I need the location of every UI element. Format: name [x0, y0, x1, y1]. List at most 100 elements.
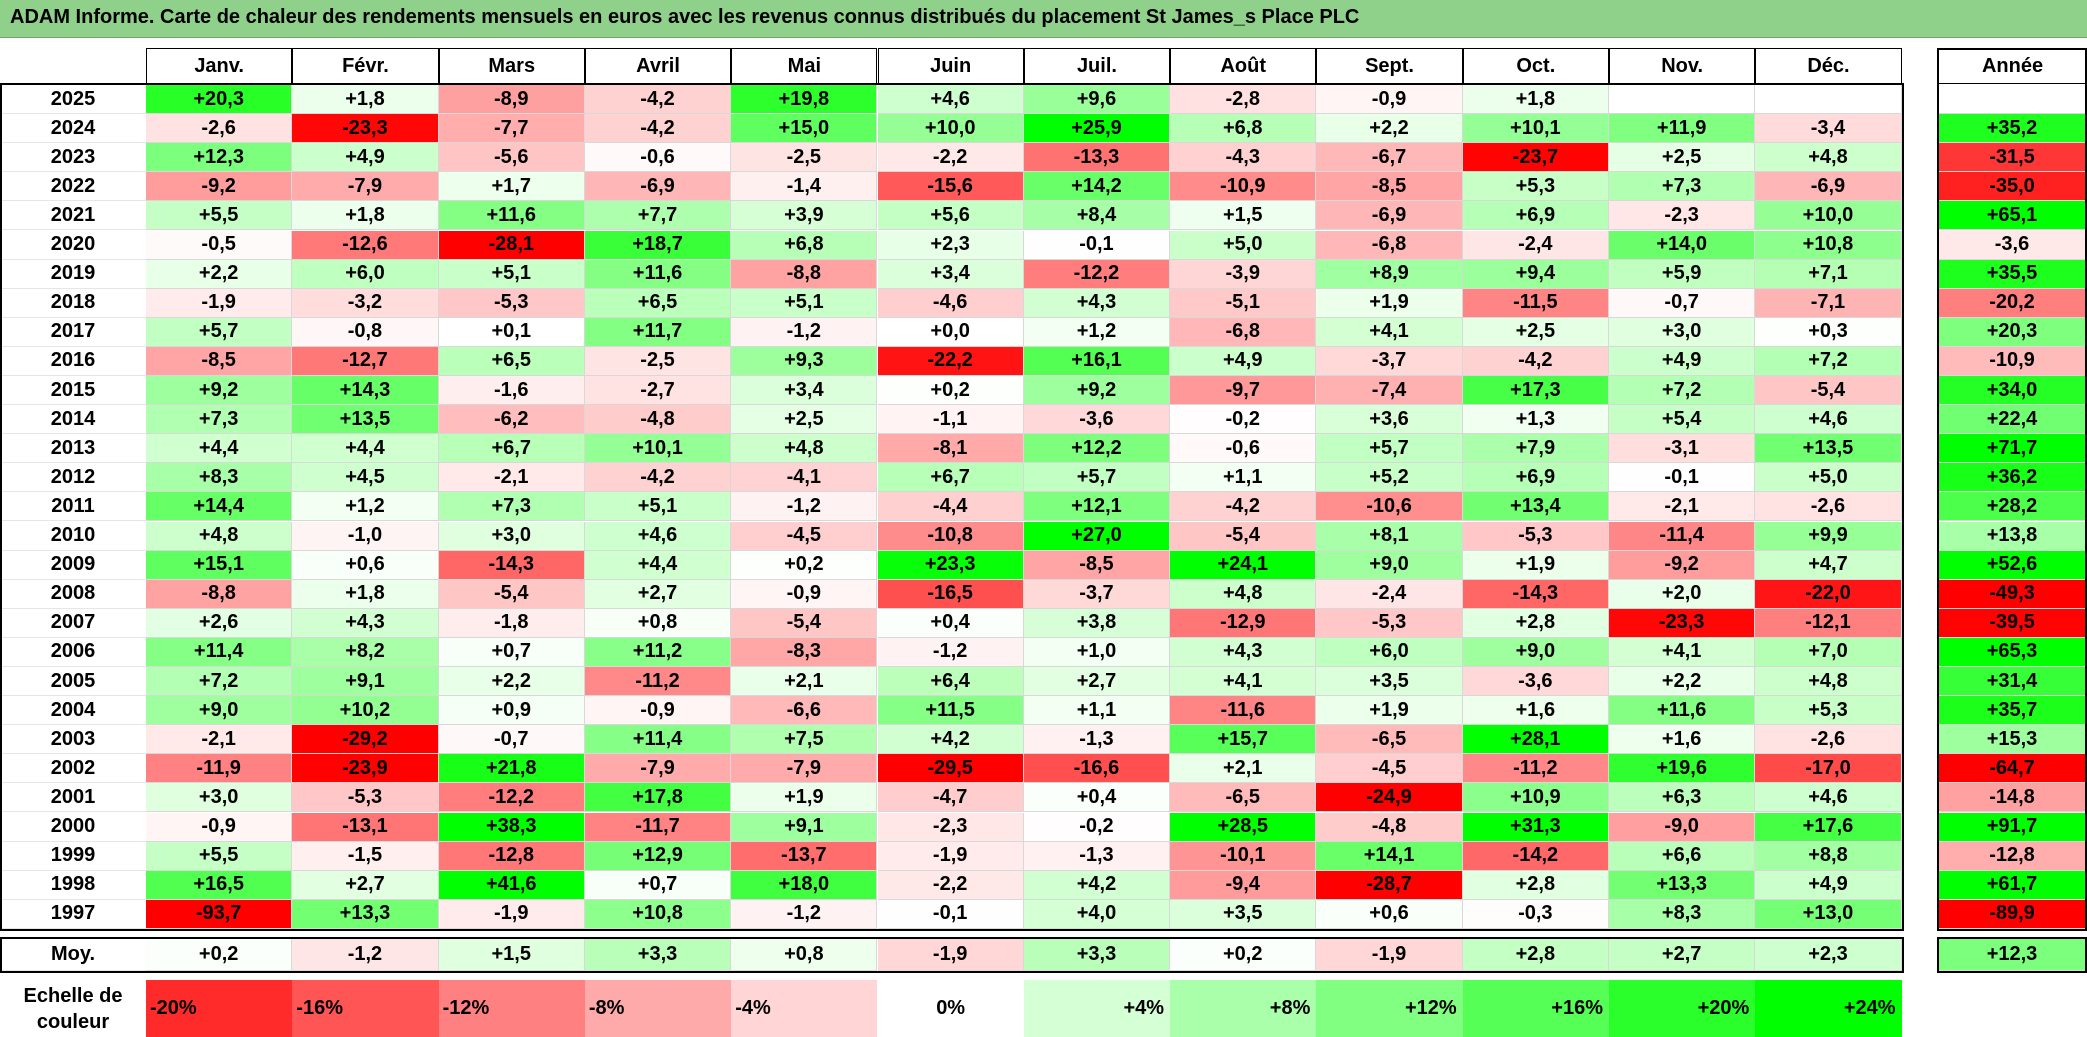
heatmap-cell: -4,4: [877, 492, 1024, 522]
heatmap-cell: +9,4: [1462, 259, 1609, 289]
year-label: 2010: [0, 521, 146, 551]
heatmap-cell: +5,5: [146, 841, 293, 871]
annual-cell: -12,8: [1938, 841, 2087, 871]
annual-cell: +36,2: [1938, 463, 2087, 493]
heatmap-cell: +9,9: [1755, 521, 1902, 551]
heatmap-cell: +4,8: [1755, 143, 1902, 173]
heatmap-cell: +19,8: [731, 85, 878, 115]
heatmap-cell: +17,8: [584, 783, 732, 813]
annual-cell: -14,8: [1938, 783, 2087, 813]
year-label: 1997: [0, 899, 146, 929]
month-header: Janv.: [146, 48, 293, 84]
heatmap-cell: +1,1: [1170, 463, 1317, 493]
heatmap-cell: +8,3: [1609, 899, 1756, 929]
heatmap-cell: -1,0: [292, 521, 439, 551]
heatmap-cell: +6,5: [584, 288, 732, 318]
heatmap-cell: +12,3: [146, 143, 293, 173]
annual-cell: [1938, 85, 2087, 115]
heatmap-cell: +4,9: [292, 143, 439, 173]
heatmap-cell: -0,9: [146, 812, 293, 842]
heatmap-cell: -6,8: [1170, 317, 1317, 347]
heatmap-cell: -1,3: [1023, 725, 1171, 755]
heatmap-cell: -0,7: [438, 725, 585, 755]
heatmap-cell: -12,7: [292, 346, 439, 376]
heatmap-cell: +12,9: [584, 841, 732, 871]
annual-cell: +31,4: [1938, 667, 2087, 697]
heatmap-cell: +0,6: [1316, 899, 1463, 929]
heatmap-cell: -6,2: [438, 405, 585, 435]
year-label: 2005: [0, 667, 146, 697]
heatmap-cell: -23,9: [292, 754, 439, 784]
heatmap-cell: +0,7: [584, 870, 732, 900]
heatmap-cell: +4,9: [1755, 870, 1902, 900]
heatmap-cell: +11,6: [1609, 696, 1756, 726]
heatmap-cell: -2,3: [1609, 201, 1756, 231]
year-label: 2004: [0, 696, 146, 726]
heatmap-cell: +0,2: [877, 376, 1024, 406]
heatmap-cell: +6,6: [1609, 841, 1756, 871]
heatmap-cell: +9,0: [1316, 550, 1463, 580]
annual-cell: -31,5: [1938, 143, 2087, 173]
heatmap-cell: +7,7: [584, 201, 732, 231]
heatmap-cell: -9,4: [1170, 870, 1317, 900]
heatmap-cell: -4,8: [1316, 812, 1463, 842]
heatmap-cell: +10,0: [877, 114, 1024, 144]
heatmap-cell: +4,8: [146, 521, 293, 551]
year-label: 2019: [0, 259, 146, 289]
color-scale-step: -4%: [731, 980, 878, 1037]
heatmap-cell: +0,3: [1755, 317, 1902, 347]
heatmap-cell: +7,1: [1755, 259, 1902, 289]
color-scale-step: -8%: [584, 980, 732, 1037]
average-cell: +0,2: [1170, 938, 1317, 971]
heatmap-cell: -6,5: [1316, 725, 1463, 755]
annual-cell: +28,2: [1938, 492, 2087, 522]
heatmap-cell: +1,5: [1170, 201, 1317, 231]
heatmap-cell: -6,8: [1316, 230, 1463, 260]
heatmap-cell: -4,2: [584, 114, 732, 144]
annual-cell: +15,3: [1938, 725, 2087, 755]
heatmap-cell: +9,0: [146, 696, 293, 726]
heatmap-cell: -6,9: [1316, 201, 1463, 231]
annual-cell: +13,8: [1938, 521, 2087, 551]
heatmap-cell: +7,9: [1462, 434, 1609, 464]
heatmap-cell: +10,1: [584, 434, 732, 464]
heatmap-cell: -11,2: [1462, 754, 1609, 784]
heatmap-cell: -12,1: [1755, 608, 1902, 638]
heatmap-cell: +4,3: [292, 608, 439, 638]
heatmap-cell: +4,2: [877, 725, 1024, 755]
heatmap-cell: -5,3: [438, 288, 585, 318]
heatmap-cell: -11,7: [584, 812, 732, 842]
heatmap-cell: -4,5: [1316, 754, 1463, 784]
annual-cell: -20,2: [1938, 288, 2087, 318]
title-bar: ADAM Informe. Carte de chaleur des rende…: [0, 0, 2087, 38]
heatmap-cell: -5,4: [1755, 376, 1902, 406]
heatmap-cell: -22,2: [877, 346, 1024, 376]
heatmap-cell: +6,8: [731, 230, 878, 260]
month-header: Juil.: [1023, 48, 1171, 84]
year-label: 2003: [0, 725, 146, 755]
month-header: Oct.: [1462, 48, 1609, 84]
annual-cell: +35,7: [1938, 696, 2087, 726]
heatmap-cell: -10,1: [1170, 841, 1317, 871]
heatmap-cell: +2,2: [146, 259, 293, 289]
heatmap-cell: -6,9: [584, 172, 732, 202]
year-label: 2006: [0, 637, 146, 667]
heatmap-cell: +1,6: [1462, 696, 1609, 726]
average-cell: +3,3: [584, 938, 732, 971]
heatmap-cell: +1,0: [1023, 637, 1171, 667]
annual-cell: +35,2: [1938, 114, 2087, 144]
year-label: 2017: [0, 317, 146, 347]
heatmap-cell: -4,3: [1170, 143, 1317, 173]
color-scale-label-line1: Echelle de: [23, 984, 123, 1007]
heatmap-cell: +5,1: [584, 492, 732, 522]
month-header: Févr.: [292, 48, 439, 84]
heatmap-cell: -0,6: [1170, 434, 1317, 464]
heatmap-cell: [1609, 85, 1756, 115]
heatmap-cell: -3,4: [1755, 114, 1902, 144]
heatmap-cell: +3,0: [438, 521, 585, 551]
heatmap-cell: +4,9: [1609, 346, 1756, 376]
heatmap-cell: -17,0: [1755, 754, 1902, 784]
heatmap-cell: +14,0: [1609, 230, 1756, 260]
heatmap-cell: +10,9: [1462, 783, 1609, 813]
heatmap-cell: +0,1: [438, 317, 585, 347]
